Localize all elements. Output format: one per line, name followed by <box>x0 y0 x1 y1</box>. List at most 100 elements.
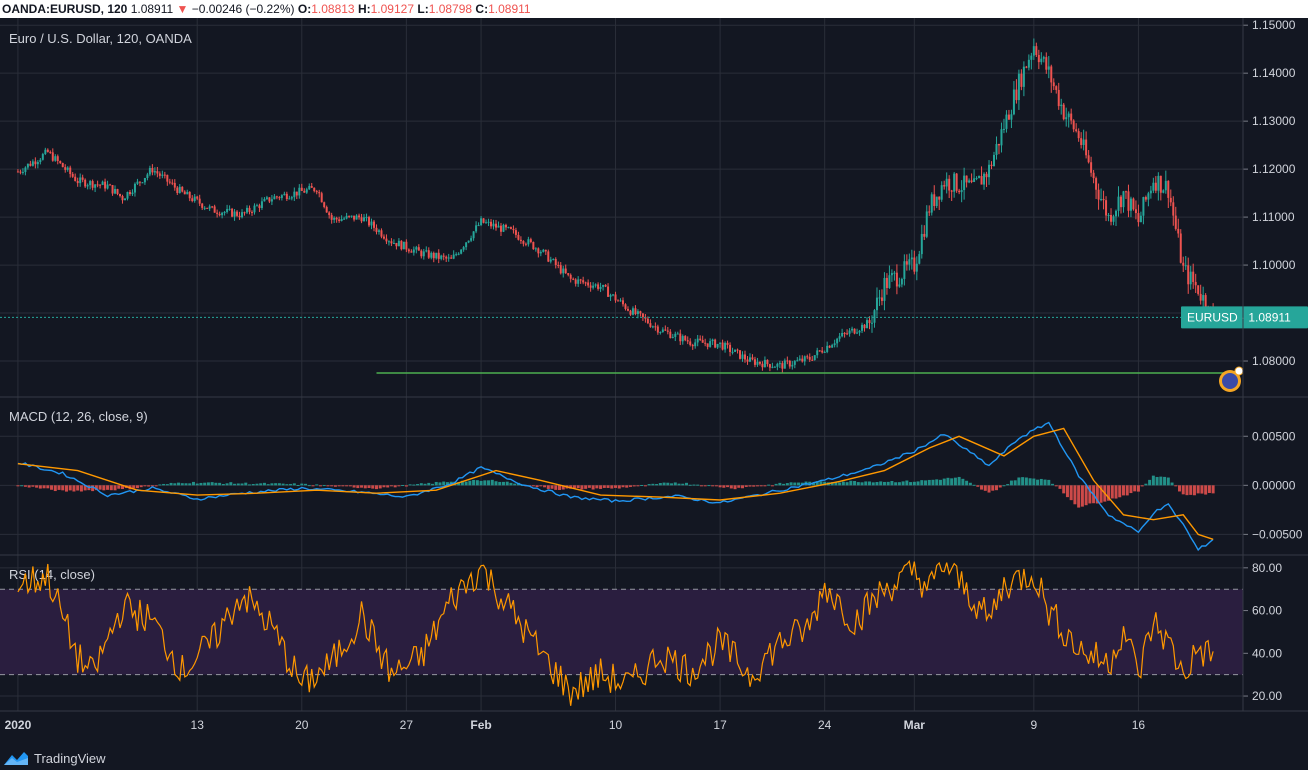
macd-histogram-bar <box>972 484 976 486</box>
macd-histogram-bar <box>460 480 464 486</box>
candle-body <box>529 239 532 243</box>
macd-histogram-bar <box>755 485 759 487</box>
time-tick-label-1: 13 <box>191 718 205 732</box>
rsi-axis[interactable]: 80.00 60.00 40.00 20.00 <box>1243 561 1282 703</box>
time-tick-label-5: 10 <box>609 718 623 732</box>
macd-histogram-bar <box>53 485 57 492</box>
candle-body <box>385 238 388 242</box>
candle-body <box>1047 66 1050 70</box>
candle-body <box>19 171 22 173</box>
candle-body <box>300 187 303 191</box>
time-tick-label-3: 27 <box>400 718 414 732</box>
candle-body <box>1167 180 1170 198</box>
macd-histogram-bar <box>625 485 629 488</box>
candle-body <box>1072 120 1075 130</box>
macd-histogram-bar <box>722 485 726 488</box>
time-axis[interactable]: 2020 13 20 27 Feb 10 17 24 Mar 9 16 <box>5 718 1146 732</box>
candle-body <box>74 176 77 181</box>
candle-body <box>948 178 951 191</box>
macd-histogram-bar <box>1181 485 1185 495</box>
macd-histogram-bar <box>270 483 274 486</box>
macd-axis[interactable]: 0.00500 0.00000 −0.00500 <box>1243 429 1303 541</box>
macd-histogram-bar <box>1062 485 1066 494</box>
macd-histogram-bar <box>808 481 812 486</box>
candle-body <box>173 182 176 188</box>
candle-body <box>26 163 29 168</box>
candle-body <box>1117 196 1120 211</box>
macd-histogram-bar <box>1051 483 1055 486</box>
macd-histogram-bar <box>658 483 662 486</box>
macd-histogram-bar <box>150 485 154 487</box>
price-tick-label-2: 1.13000 <box>1252 114 1296 128</box>
macd-histogram-bar <box>599 485 603 489</box>
macd-histogram-bar <box>1021 477 1025 486</box>
macd-histogram-bar <box>994 485 998 491</box>
macd-pane[interactable]: MACD (12, 26, close, 9) 0.00500 0.00000 −0… <box>9 409 1303 552</box>
candle-body <box>1184 265 1187 267</box>
macd-histogram-bar <box>1110 485 1114 499</box>
candle-body <box>193 196 196 202</box>
macd-histogram-bar <box>139 485 143 488</box>
macd-histogram-bar <box>729 485 733 489</box>
candle-body <box>1164 180 1167 191</box>
macd-histogram-bar <box>950 478 954 486</box>
macd-histogram-bar <box>16 485 20 487</box>
price-pane[interactable]: Euro / U.S. Dollar, 120, OANDA 1.150001.… <box>0 18 1308 392</box>
macd-histogram-bar <box>572 485 576 489</box>
candle-body <box>119 193 122 197</box>
candle-body <box>44 149 47 155</box>
candle-body <box>308 186 311 190</box>
chart-area[interactable]: Euro / U.S. Dollar, 120, OANDA 1.150001.… <box>0 18 1308 746</box>
macd-histogram-bar <box>483 480 487 486</box>
macd-histogram-bar <box>472 479 476 486</box>
candle-body <box>288 198 291 200</box>
macd-histogram-bar <box>177 482 181 486</box>
macd-histogram-bar <box>1140 485 1144 487</box>
candle-body <box>786 360 789 362</box>
candle-body <box>739 350 742 359</box>
candle-body <box>1060 104 1063 107</box>
candle-body <box>499 225 502 232</box>
candle-body <box>748 357 751 362</box>
alert-clock-icon[interactable] <box>1219 366 1244 392</box>
candles <box>16 38 1215 373</box>
macd-histogram-bar <box>711 485 715 487</box>
candle-body <box>1027 59 1030 68</box>
price-tick-label-7: 1.08000 <box>1252 354 1296 368</box>
macd-histogram-bar <box>886 481 890 486</box>
macd-histogram-bar <box>628 485 632 487</box>
candle-body <box>945 178 948 187</box>
candle-body <box>1062 104 1065 120</box>
candle-body <box>201 203 204 208</box>
candle-body <box>1177 228 1180 234</box>
macd-histogram-bar <box>797 482 801 486</box>
macd-histogram-bar <box>180 483 184 486</box>
candle-body <box>893 272 896 274</box>
macd-histogram-bar <box>1088 485 1092 504</box>
candle-body <box>803 356 806 362</box>
price-axis[interactable]: 1.15000 1.14000 1.13000 1.12000 1.11000 1.100… <box>1243 18 1296 368</box>
macd-histogram-bar <box>83 485 87 491</box>
macd-histogram-bar <box>707 485 711 487</box>
macd-histogram-bar <box>1080 485 1084 507</box>
candle-body <box>863 324 866 329</box>
candle-body <box>955 173 958 191</box>
candle-body <box>410 251 413 253</box>
candle-body <box>873 310 876 323</box>
candle-body <box>360 217 363 222</box>
macd-histogram-bar <box>408 484 412 486</box>
candle-body <box>1107 214 1110 216</box>
candle-body <box>1144 197 1147 200</box>
candle-body <box>589 285 592 288</box>
macd-histogram-bar <box>882 481 886 486</box>
candle-body <box>392 242 395 244</box>
rsi-pane[interactable]: RSI (14, close) 80.00 60.00 40.00 20.00 <box>0 559 1282 706</box>
macd-histogram-bar <box>688 484 692 486</box>
macd-histogram-bar <box>277 483 281 486</box>
candle-body <box>111 185 114 194</box>
macd-histogram-bar <box>595 485 599 489</box>
candle-body <box>861 324 864 331</box>
candle-body <box>888 275 891 288</box>
open-value: 1.08813 <box>311 2 355 16</box>
macd-histogram-bar <box>632 485 636 487</box>
